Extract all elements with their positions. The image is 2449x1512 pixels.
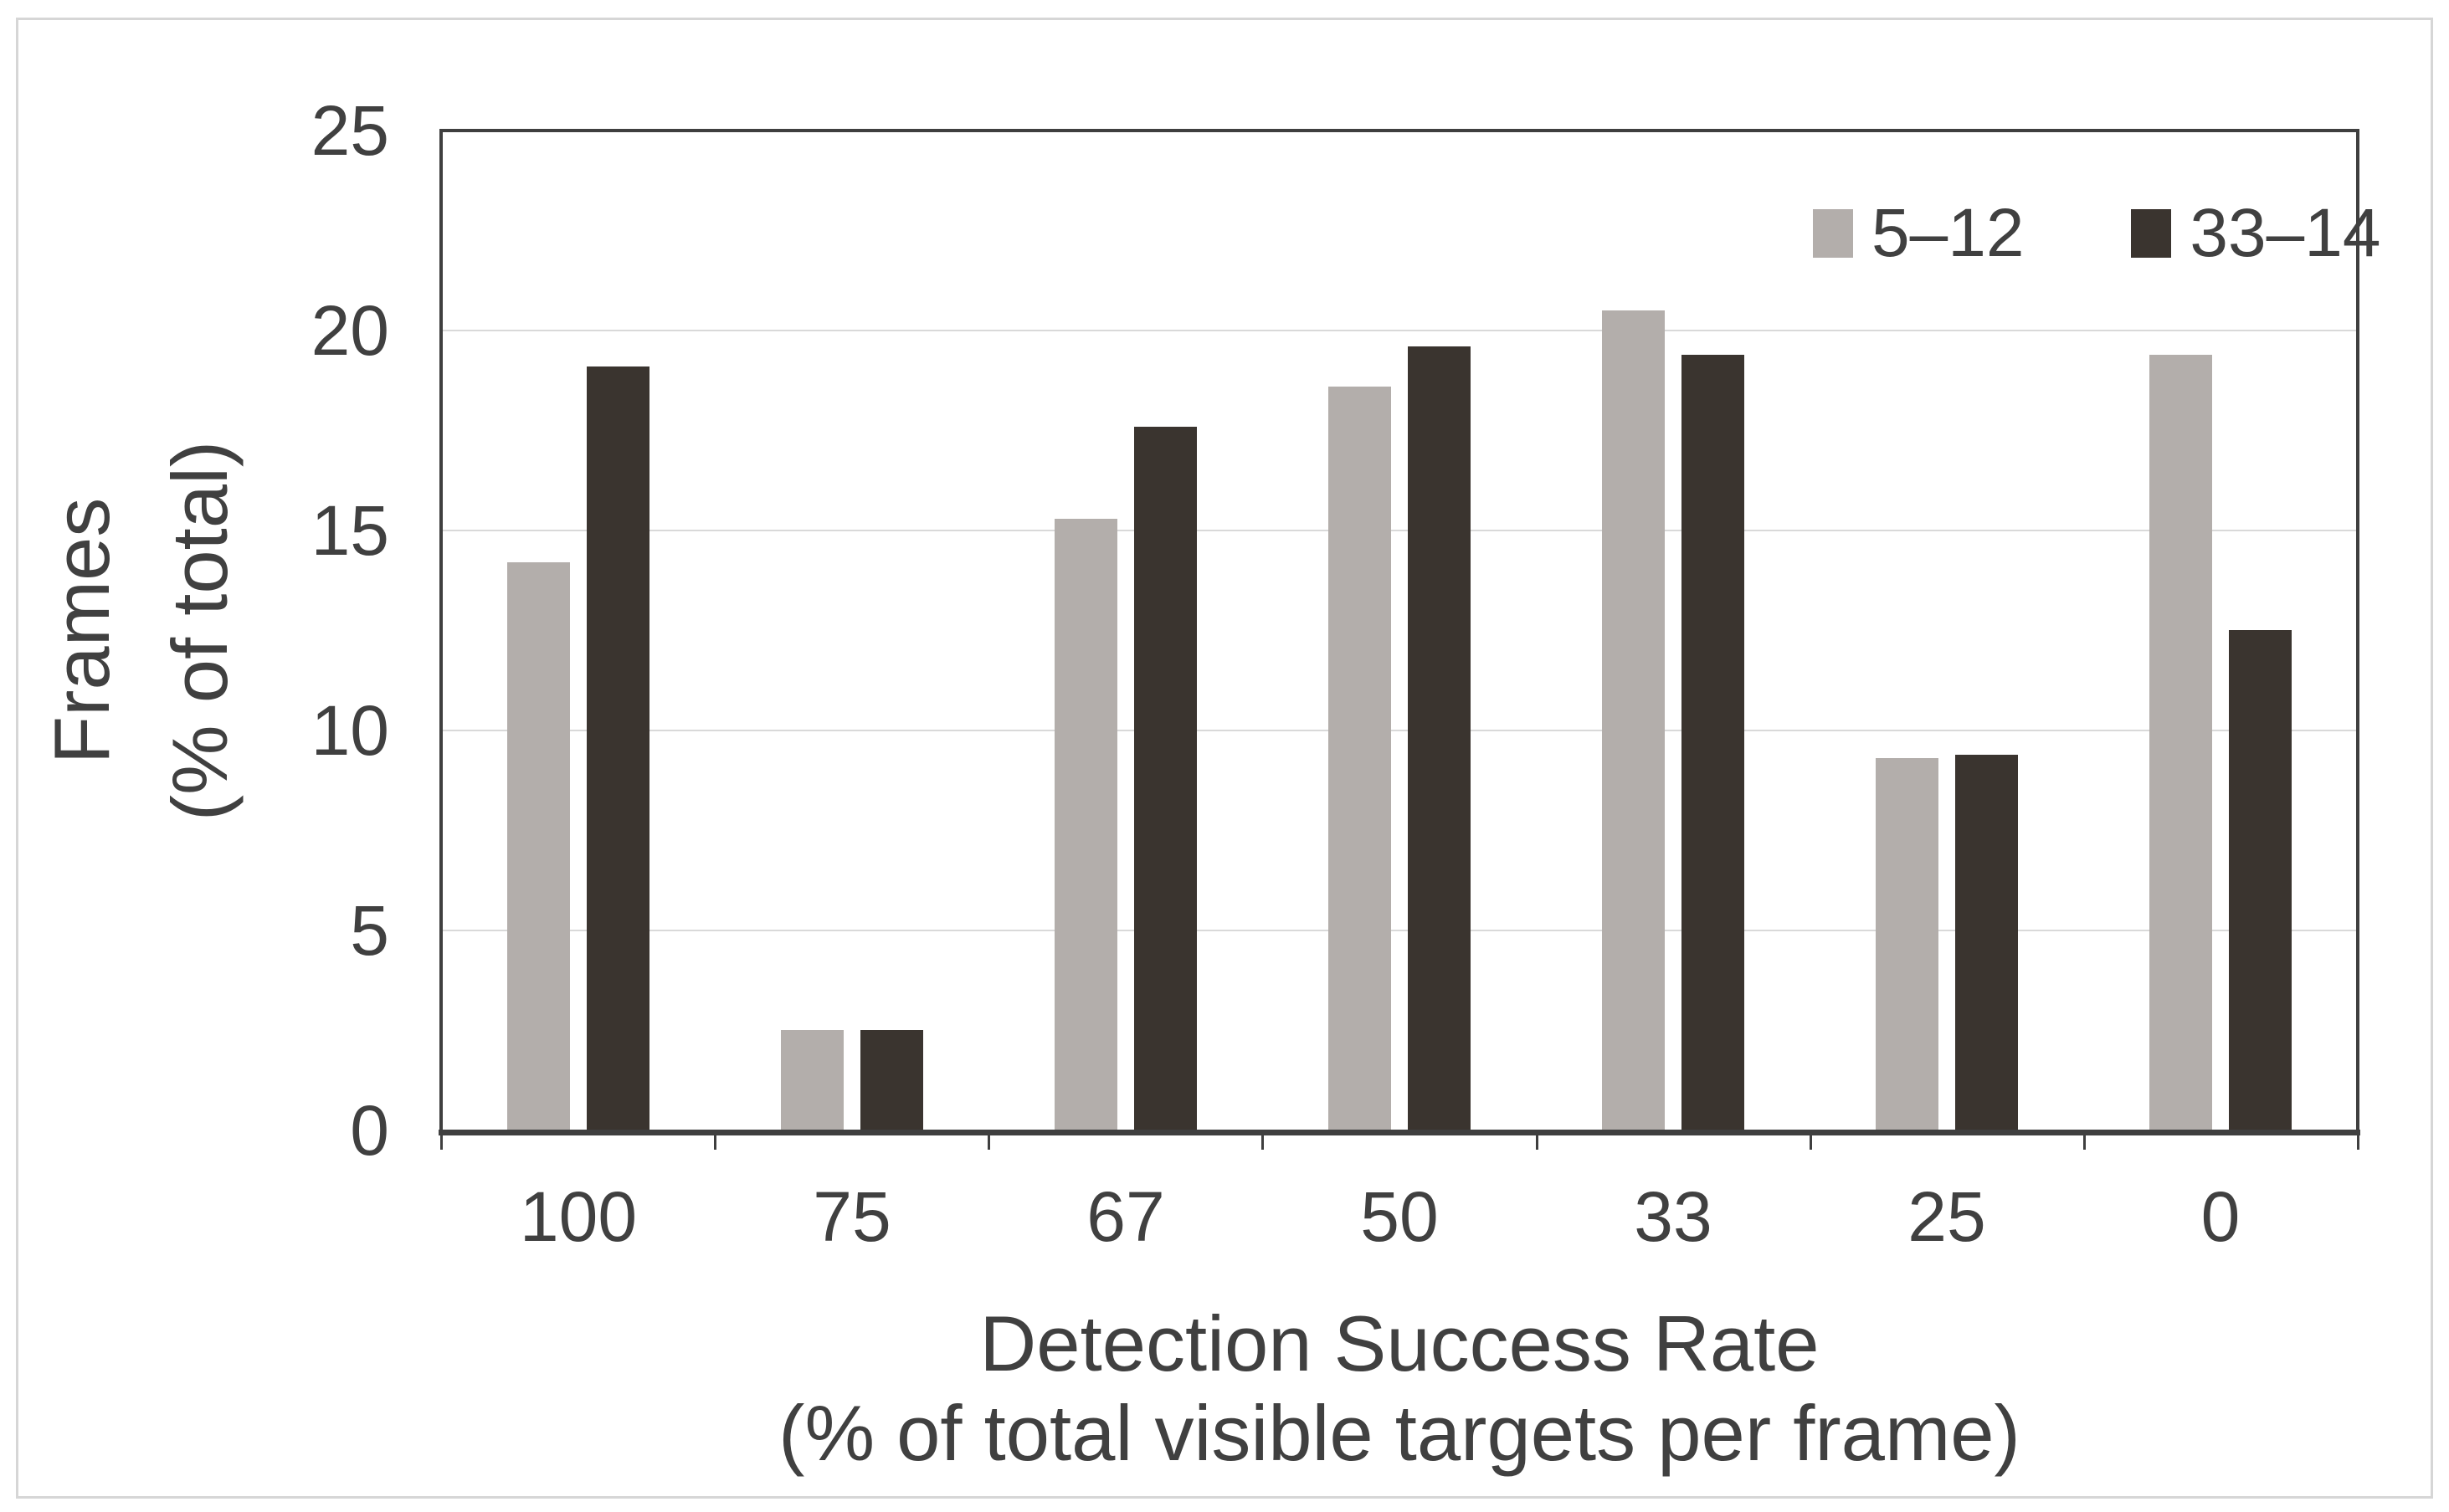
gridline-10 (441, 730, 2358, 731)
bar-5–12-67 (1055, 519, 1117, 1130)
x-axis-tick-4 (1536, 1135, 1538, 1150)
y-tick-label-20: 20 (311, 291, 389, 370)
x-tick-label-67: 67 (1086, 1177, 1165, 1256)
figure-border (16, 18, 2433, 1499)
legend-item-33–14: 33–14 (2131, 199, 2380, 268)
y-tick-label-10: 10 (311, 691, 389, 770)
bar-33–14-100 (587, 366, 649, 1130)
bar-33–14-67 (1134, 427, 1197, 1130)
y-tick-label-15: 15 (311, 491, 389, 570)
gridline-5 (441, 930, 2358, 931)
y-tick-label-25: 25 (311, 91, 389, 170)
x-axis-title: Detection Success Rate (% of total visib… (441, 1299, 2358, 1478)
bar-5–12-50 (1328, 387, 1391, 1130)
bar-33–14-75 (860, 1030, 923, 1130)
plot-border-top (441, 129, 2358, 132)
gridline-20 (441, 330, 2358, 331)
bar-33–14-25 (1955, 755, 2018, 1130)
x-tick-label-75: 75 (813, 1177, 891, 1256)
legend-swatch-33–14 (2131, 209, 2172, 258)
bar-5–12-33 (1602, 310, 1665, 1130)
x-axis-title-line1: Detection Success Rate (979, 1299, 1820, 1387)
legend-swatch-5–12 (1813, 209, 1853, 258)
x-axis-tick-1 (714, 1135, 716, 1150)
x-tick-label-25: 25 (1907, 1177, 1986, 1256)
x-axis-tick-3 (1261, 1135, 1264, 1150)
legend: 5–12 33–14 (1813, 199, 2380, 268)
plot-border-right (2356, 129, 2359, 1132)
plot-border-left (439, 129, 443, 1132)
legend-label-5–12: 5–12 (1871, 195, 2025, 271)
x-axis-line (439, 1130, 2360, 1135)
bar-5–12-75 (781, 1030, 844, 1130)
bar-33–14-0 (2229, 630, 2292, 1130)
x-axis-title-line2: (% of total visible targets per frame) (778, 1389, 2020, 1478)
x-tick-label-33: 33 (1634, 1177, 1712, 1256)
x-tick-label-0: 0 (2200, 1177, 2241, 1256)
bar-5–12-100 (507, 562, 570, 1130)
bar-33–14-50 (1408, 346, 1471, 1130)
legend-item-5–12: 5–12 (1813, 199, 2024, 268)
x-axis-tick-7 (2357, 1135, 2359, 1150)
y-axis-title-line2: (% of total) (156, 440, 244, 822)
x-tick-label-100: 100 (519, 1177, 638, 1256)
plot-area (441, 131, 2358, 1130)
legend-label-33–14: 33–14 (2190, 195, 2381, 271)
gridline-15 (441, 530, 2358, 531)
x-axis-tick-5 (1810, 1135, 1812, 1150)
y-axis-title: Frames (% of total) (23, 441, 259, 822)
x-axis-tick-0 (440, 1135, 443, 1150)
bar-5–12-25 (1876, 758, 1938, 1130)
bar-5–12-0 (2149, 355, 2212, 1130)
bar-33–14-33 (1681, 355, 1744, 1130)
y-axis-title-line1: Frames (38, 497, 126, 765)
x-axis-tick-6 (2083, 1135, 2086, 1150)
x-tick-label-50: 50 (1360, 1177, 1439, 1256)
x-axis-tick-2 (988, 1135, 990, 1150)
y-tick-label-5: 5 (350, 891, 389, 970)
y-tick-label-0: 0 (350, 1091, 389, 1170)
